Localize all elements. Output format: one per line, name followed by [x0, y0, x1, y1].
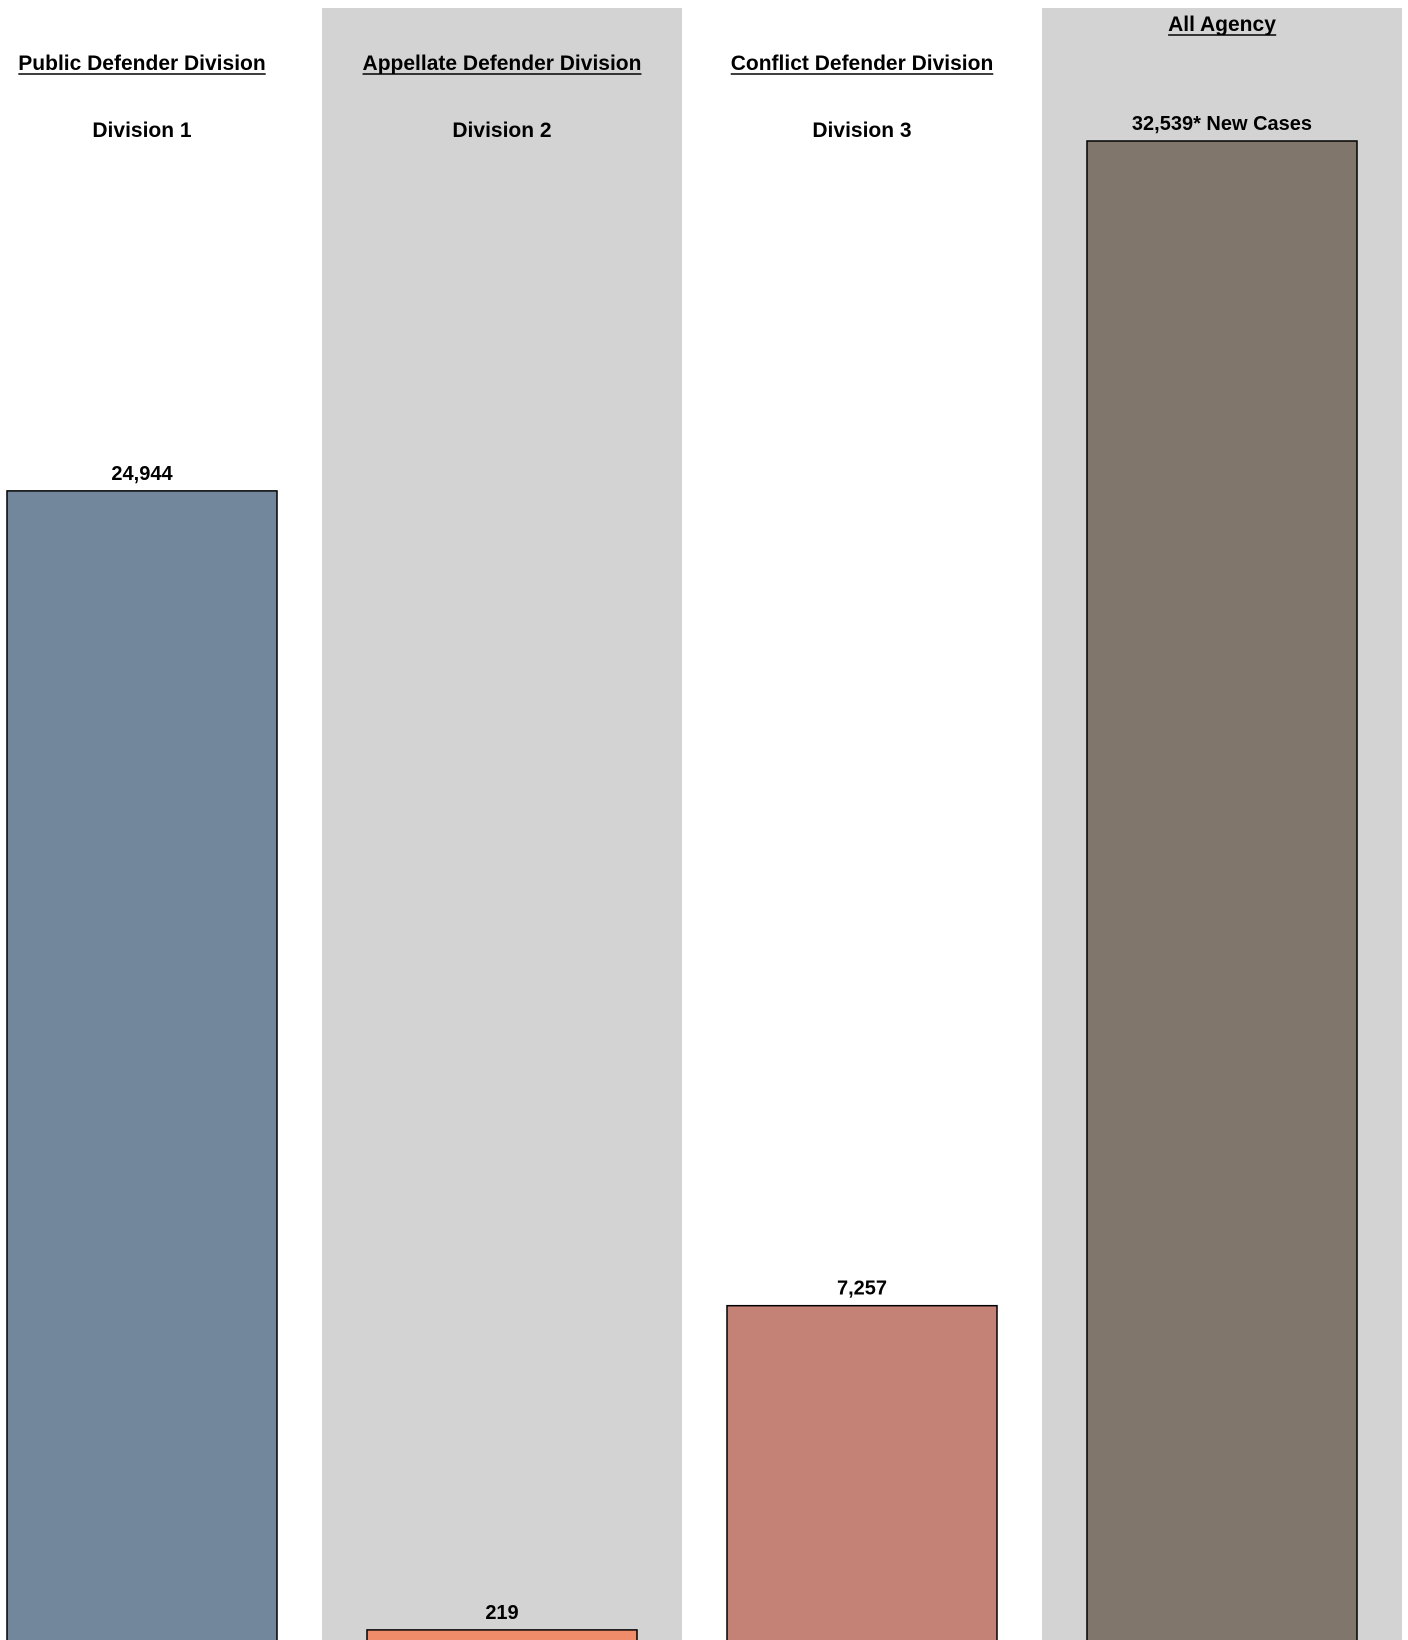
data-label-3: 7,257	[837, 1278, 887, 1300]
bar-1	[6, 490, 278, 1640]
division-label-2: Division 2	[452, 119, 551, 142]
chart-bars	[6, 140, 1358, 1640]
bar-3	[726, 1304, 998, 1640]
category-label-2: Appellate Defender Division	[363, 52, 642, 75]
bar-2	[366, 1629, 638, 1640]
category-label-1: Public Defender Division	[18, 52, 265, 75]
data-label-1: 24,944	[111, 463, 173, 485]
data-label-2: 219	[485, 1602, 518, 1624]
category-label-3: Conflict Defender Division	[731, 52, 994, 75]
division-label-1: Division 1	[92, 119, 192, 142]
category-label-4: All Agency	[1168, 13, 1276, 36]
data-label-4: 32,539* New Cases	[1132, 113, 1312, 135]
division-label-3: Division 3	[812, 119, 911, 142]
panel-background-2	[322, 8, 682, 1640]
bar-4	[1086, 140, 1358, 1640]
chart-labels: 24,944 Public Defender Division Division 1…	[18, 13, 1312, 1624]
